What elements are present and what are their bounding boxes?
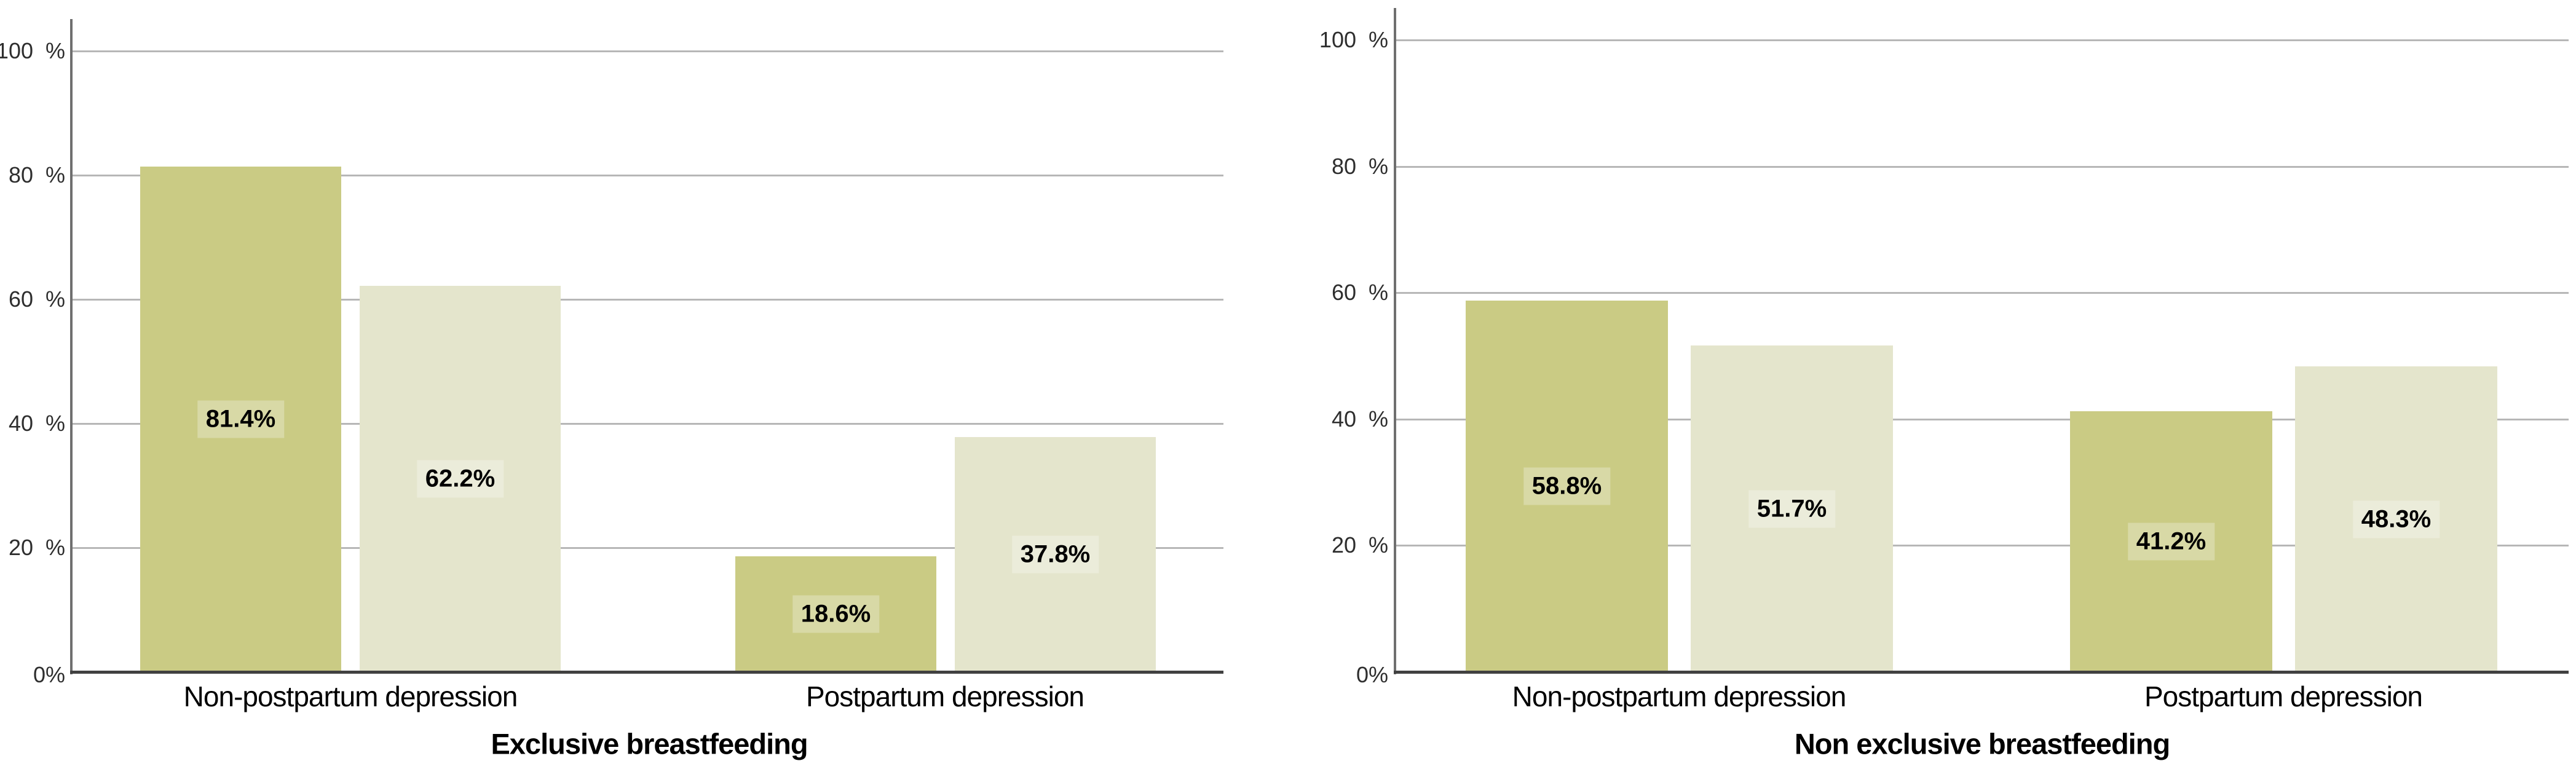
bar-value-label: 51.7% [1748, 490, 1836, 528]
y-tick-label-100: 100 % [0, 38, 65, 63]
bar-non-exclusive-breastfeeding-series-light-group2 [2295, 366, 2497, 672]
gridline-100-percent [1396, 39, 2569, 41]
gridline-60-percent [72, 299, 1223, 301]
gridline-100-percent [72, 50, 1223, 52]
category-label-non-postpartum: Non-postpartum depression [1512, 680, 1847, 712]
bar-value-label: 18.6% [792, 595, 880, 633]
x-axis-baseline [70, 671, 1223, 674]
gridline-40-percent [1396, 419, 2569, 420]
bar-value-label: 81.4% [197, 400, 285, 438]
category-label-postpartum: Postpartum depression [805, 680, 1085, 712]
y-tick-label-100: 100 % [1319, 27, 1388, 52]
y-tick-label-60: 60 % [8, 286, 65, 312]
gridline-40-percent [72, 423, 1223, 425]
gridline-20-percent [72, 547, 1223, 549]
gridline-60-percent [1396, 292, 2569, 294]
bar-non-exclusive-breastfeeding-series-dark-group2 [2070, 411, 2272, 672]
y-tick-label-40: 40 % [8, 411, 65, 436]
x-axis-baseline [1394, 671, 2569, 674]
bar-value-label: 48.3% [2352, 500, 2440, 538]
category-label-postpartum: Postpartum depression [2144, 680, 2423, 712]
bar-value-label: 37.8% [1011, 535, 1099, 574]
y-tick-label-20: 20 % [1331, 532, 1388, 558]
bar-exclusive-breastfeeding-series-dark-group1 [140, 167, 341, 672]
y-tick-label-60: 60 % [1331, 280, 1388, 305]
bar-exclusive-breastfeeding-series-dark-group2 [735, 556, 936, 672]
y-tick-label-0: 0% [33, 662, 65, 687]
y-axis [1394, 8, 1396, 674]
bar-value-label: 62.2% [416, 460, 504, 498]
y-tick-label-0: 0% [1356, 662, 1388, 687]
y-tick-label-80: 80 % [8, 162, 65, 187]
gridline-80-percent [1396, 166, 2569, 168]
y-axis [70, 19, 73, 674]
gridline-20-percent [1396, 545, 2569, 546]
bar-value-label: 58.8% [1523, 467, 1611, 505]
category-label-non-postpartum: Non-postpartum depression [183, 680, 518, 712]
y-tick-label-80: 80 % [1331, 154, 1388, 179]
chart-title-exclusive-breastfeeding: Exclusive breastfeeding [491, 727, 808, 760]
bar-exclusive-breastfeeding-series-light-group1 [360, 286, 561, 672]
chart-title-non-exclusive-breastfeeding: Non exclusive breastfeeding [1794, 727, 2170, 760]
bar-exclusive-breastfeeding-series-light-group2 [955, 437, 1156, 672]
bar-non-exclusive-breastfeeding-series-dark-group1 [1466, 301, 1668, 672]
y-tick-label-20: 20 % [8, 535, 65, 560]
gridline-80-percent [72, 175, 1223, 176]
y-tick-label-40: 40 % [1331, 406, 1388, 432]
bar-non-exclusive-breastfeeding-series-light-group1 [1691, 345, 1893, 672]
bar-value-label: 41.2% [2127, 523, 2215, 561]
